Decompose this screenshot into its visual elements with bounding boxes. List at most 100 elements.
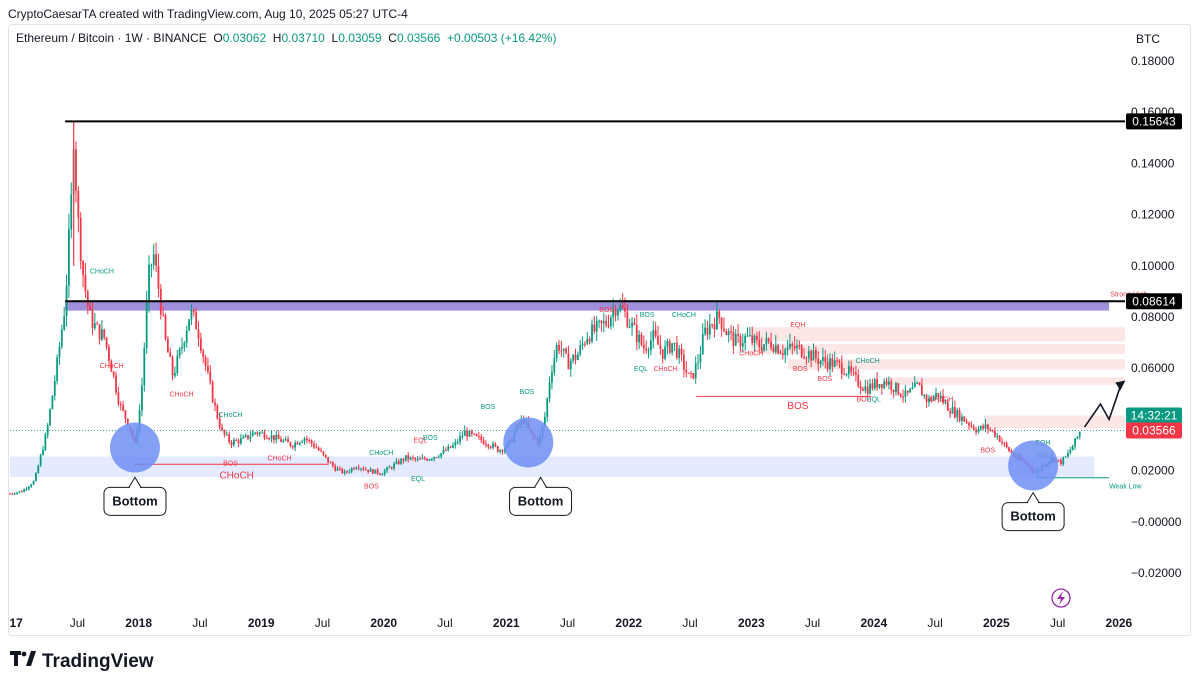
candle-body [765, 338, 768, 345]
candle-body [141, 385, 143, 411]
candle-body [1069, 450, 1072, 454]
candle-body [190, 310, 193, 320]
candle-body [496, 446, 499, 452]
candle-body [70, 194, 73, 230]
candle-body [951, 407, 954, 414]
candle-body [334, 466, 337, 471]
candle-body [977, 429, 980, 433]
candle-body [341, 468, 344, 474]
candle-body [53, 381, 56, 396]
candle-body [909, 388, 912, 393]
candle-body [756, 336, 758, 340]
candle-body [284, 439, 287, 441]
candle-body [20, 491, 23, 493]
candle-body [692, 373, 695, 379]
candle-body [254, 432, 256, 434]
annotation-label: BOS [364, 484, 379, 491]
zone-supply-4 [886, 377, 1125, 385]
x-tick-label: 2019 [248, 616, 275, 630]
candle-body [739, 336, 742, 347]
candle-body [876, 379, 879, 388]
candle-body [225, 434, 228, 436]
zone-supply-1 [751, 327, 1125, 342]
candle-body [23, 489, 26, 492]
candle-body [400, 459, 403, 464]
candle-body [148, 264, 150, 303]
candles-layer [9, 121, 1081, 495]
candle-body [803, 356, 805, 359]
chart-frame[interactable] [8, 24, 1191, 636]
high-value: 0.03710 [281, 31, 325, 45]
candle-body [982, 426, 985, 429]
candle-body [463, 430, 466, 436]
candle-body [897, 383, 900, 395]
candle-body [110, 360, 113, 372]
candle-body [793, 346, 796, 349]
candle-body [331, 462, 334, 467]
annotation-label: BOS [857, 396, 872, 403]
candle-body [35, 473, 37, 482]
candle-body [925, 395, 928, 403]
candle-body [42, 449, 44, 455]
candle-body [79, 218, 82, 262]
candle-body [289, 442, 292, 447]
candle-body [407, 455, 410, 460]
candle-body [1062, 457, 1065, 465]
zone-resistance-band [65, 300, 1110, 311]
currency-label: BTC [1136, 32, 1160, 46]
candle-body [232, 439, 235, 445]
candle-body [949, 410, 952, 414]
zone-supply-2 [751, 343, 1125, 355]
candle-body [779, 353, 782, 355]
candle-body [963, 416, 966, 422]
candle-body [320, 450, 322, 452]
candle-body [478, 435, 480, 437]
candle-body [103, 329, 106, 338]
candle-body [16, 492, 18, 494]
candle-body [873, 379, 876, 389]
candle-body [751, 335, 754, 344]
tradingview-logo-icon [10, 650, 36, 673]
candle-body [694, 363, 697, 379]
candle-body [115, 375, 117, 393]
candle-body [902, 396, 904, 398]
candle-body [953, 407, 956, 418]
candle-body [572, 354, 575, 361]
candle-body [447, 446, 450, 451]
countdown-badge-bg [1126, 407, 1182, 424]
candle-body [543, 416, 546, 427]
candle-body [308, 439, 311, 441]
candle-body [364, 469, 367, 471]
candle-body [1003, 442, 1006, 444]
candle-body [560, 350, 563, 352]
candle-body [961, 416, 963, 421]
candle-body [609, 317, 612, 327]
candle-body [862, 388, 864, 391]
candle-body [421, 457, 424, 459]
candle-body [487, 444, 490, 448]
candle-body [164, 315, 167, 340]
candle-body [100, 329, 103, 340]
candle-body [89, 305, 92, 311]
candle-body [329, 462, 332, 464]
candle-body [197, 329, 200, 339]
candle-body [748, 335, 751, 337]
candle-body [473, 433, 476, 435]
candle-body [887, 381, 890, 385]
lightning-icon [1051, 588, 1071, 608]
annotation-label: BOS [599, 307, 614, 314]
candle-body [291, 446, 294, 448]
annotation-label: CHoCH [856, 358, 880, 365]
candle-body [482, 440, 485, 445]
tradingview-brand[interactable]: TradingView [10, 650, 154, 673]
candle-body [822, 357, 824, 361]
candle-body [595, 321, 598, 332]
candle-body [584, 343, 586, 345]
candle-body [287, 439, 289, 443]
candle-body [489, 447, 492, 449]
x-tick-label: 2022 [615, 616, 642, 630]
x-tick-label: 2025 [983, 616, 1010, 630]
candle-body [119, 403, 122, 406]
candle-body [199, 338, 202, 352]
